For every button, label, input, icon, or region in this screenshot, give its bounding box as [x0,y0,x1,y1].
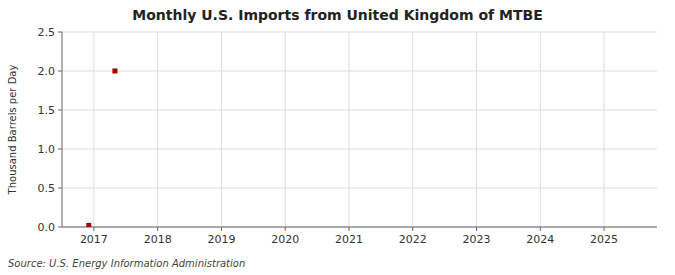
y-axis-label: Thousand Barrels per Day [7,65,18,196]
tick-x [93,227,94,231]
grid-line-y [62,71,657,72]
source: Source: U.S. Energy Information Administ… [8,258,245,269]
tick-x [221,227,222,231]
point [86,223,91,227]
tick-label-x: 2023 [463,233,491,246]
tick-label-y: 0.5 [38,182,56,195]
tick-x [348,227,349,231]
grid-line-x [540,32,541,227]
tick-label-x: 2017 [80,233,108,246]
point [112,69,117,74]
tick-label-y: 0.0 [38,221,56,234]
grid-line-y [62,188,657,189]
grid-line-x [221,32,222,227]
grid-line-x [157,32,158,227]
tick-x [285,227,286,231]
tick-label-x: 2018 [144,233,172,246]
points [86,69,117,228]
tick-label-x: 2025 [590,233,618,246]
x-axis-line [62,227,657,228]
tick-y [58,188,62,189]
tick-x [412,227,413,231]
tick-y [58,227,62,228]
grid-line-x [412,32,413,227]
tick-label-y: 1.5 [38,104,56,117]
tick-y [58,32,62,33]
grid-line-y [62,149,657,150]
title: Monthly U.S. Imports from United Kingdom… [132,7,543,23]
axes: 2017 2018 2019 2020 2021 2022 2023 2024 2025 0.0 0… [38,26,658,246]
tick-y [58,71,62,72]
tick-label-x: 2020 [271,233,299,246]
tick-y [58,110,62,111]
tick-label-x: 2021 [335,233,363,246]
tick-label-x: 2022 [399,233,427,246]
grid [62,32,657,227]
grid-line-y [62,32,657,33]
tick-x [476,227,477,231]
tick-x [540,227,541,231]
chart: 2017 2018 2019 2020 2021 2022 2023 2024 2025 0.0 0… [0,0,675,275]
grid-line-x [285,32,286,227]
tick-label-y: 2.5 [38,26,56,39]
y-axis-line [62,32,63,227]
tick-label-y: 1.0 [38,143,56,156]
grid-line-x [348,32,349,227]
grid-line-x [93,32,94,227]
tick-label-x: 2024 [526,233,554,246]
grid-line-y [62,110,657,111]
grid-line-x [604,32,605,227]
tick-x [604,227,605,231]
grid-line-x [476,32,477,227]
grid-line-y [62,227,657,228]
tick-x [157,227,158,231]
tick-label-x: 2019 [207,233,235,246]
tick-y [58,149,62,150]
tick-label-y: 2.0 [38,65,56,78]
